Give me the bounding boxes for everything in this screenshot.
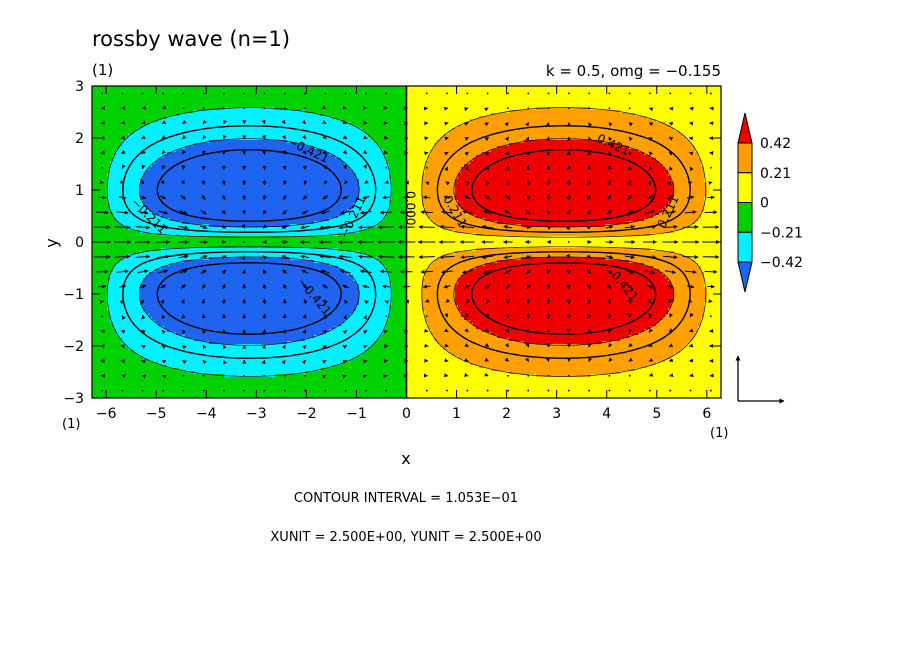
rossby-wave-chart: −6 −5 −4 −3 −2 −1 0 1 2 3 4 5 6−3−2−10123 −0.421−0.4… xyxy=(0,0,904,654)
